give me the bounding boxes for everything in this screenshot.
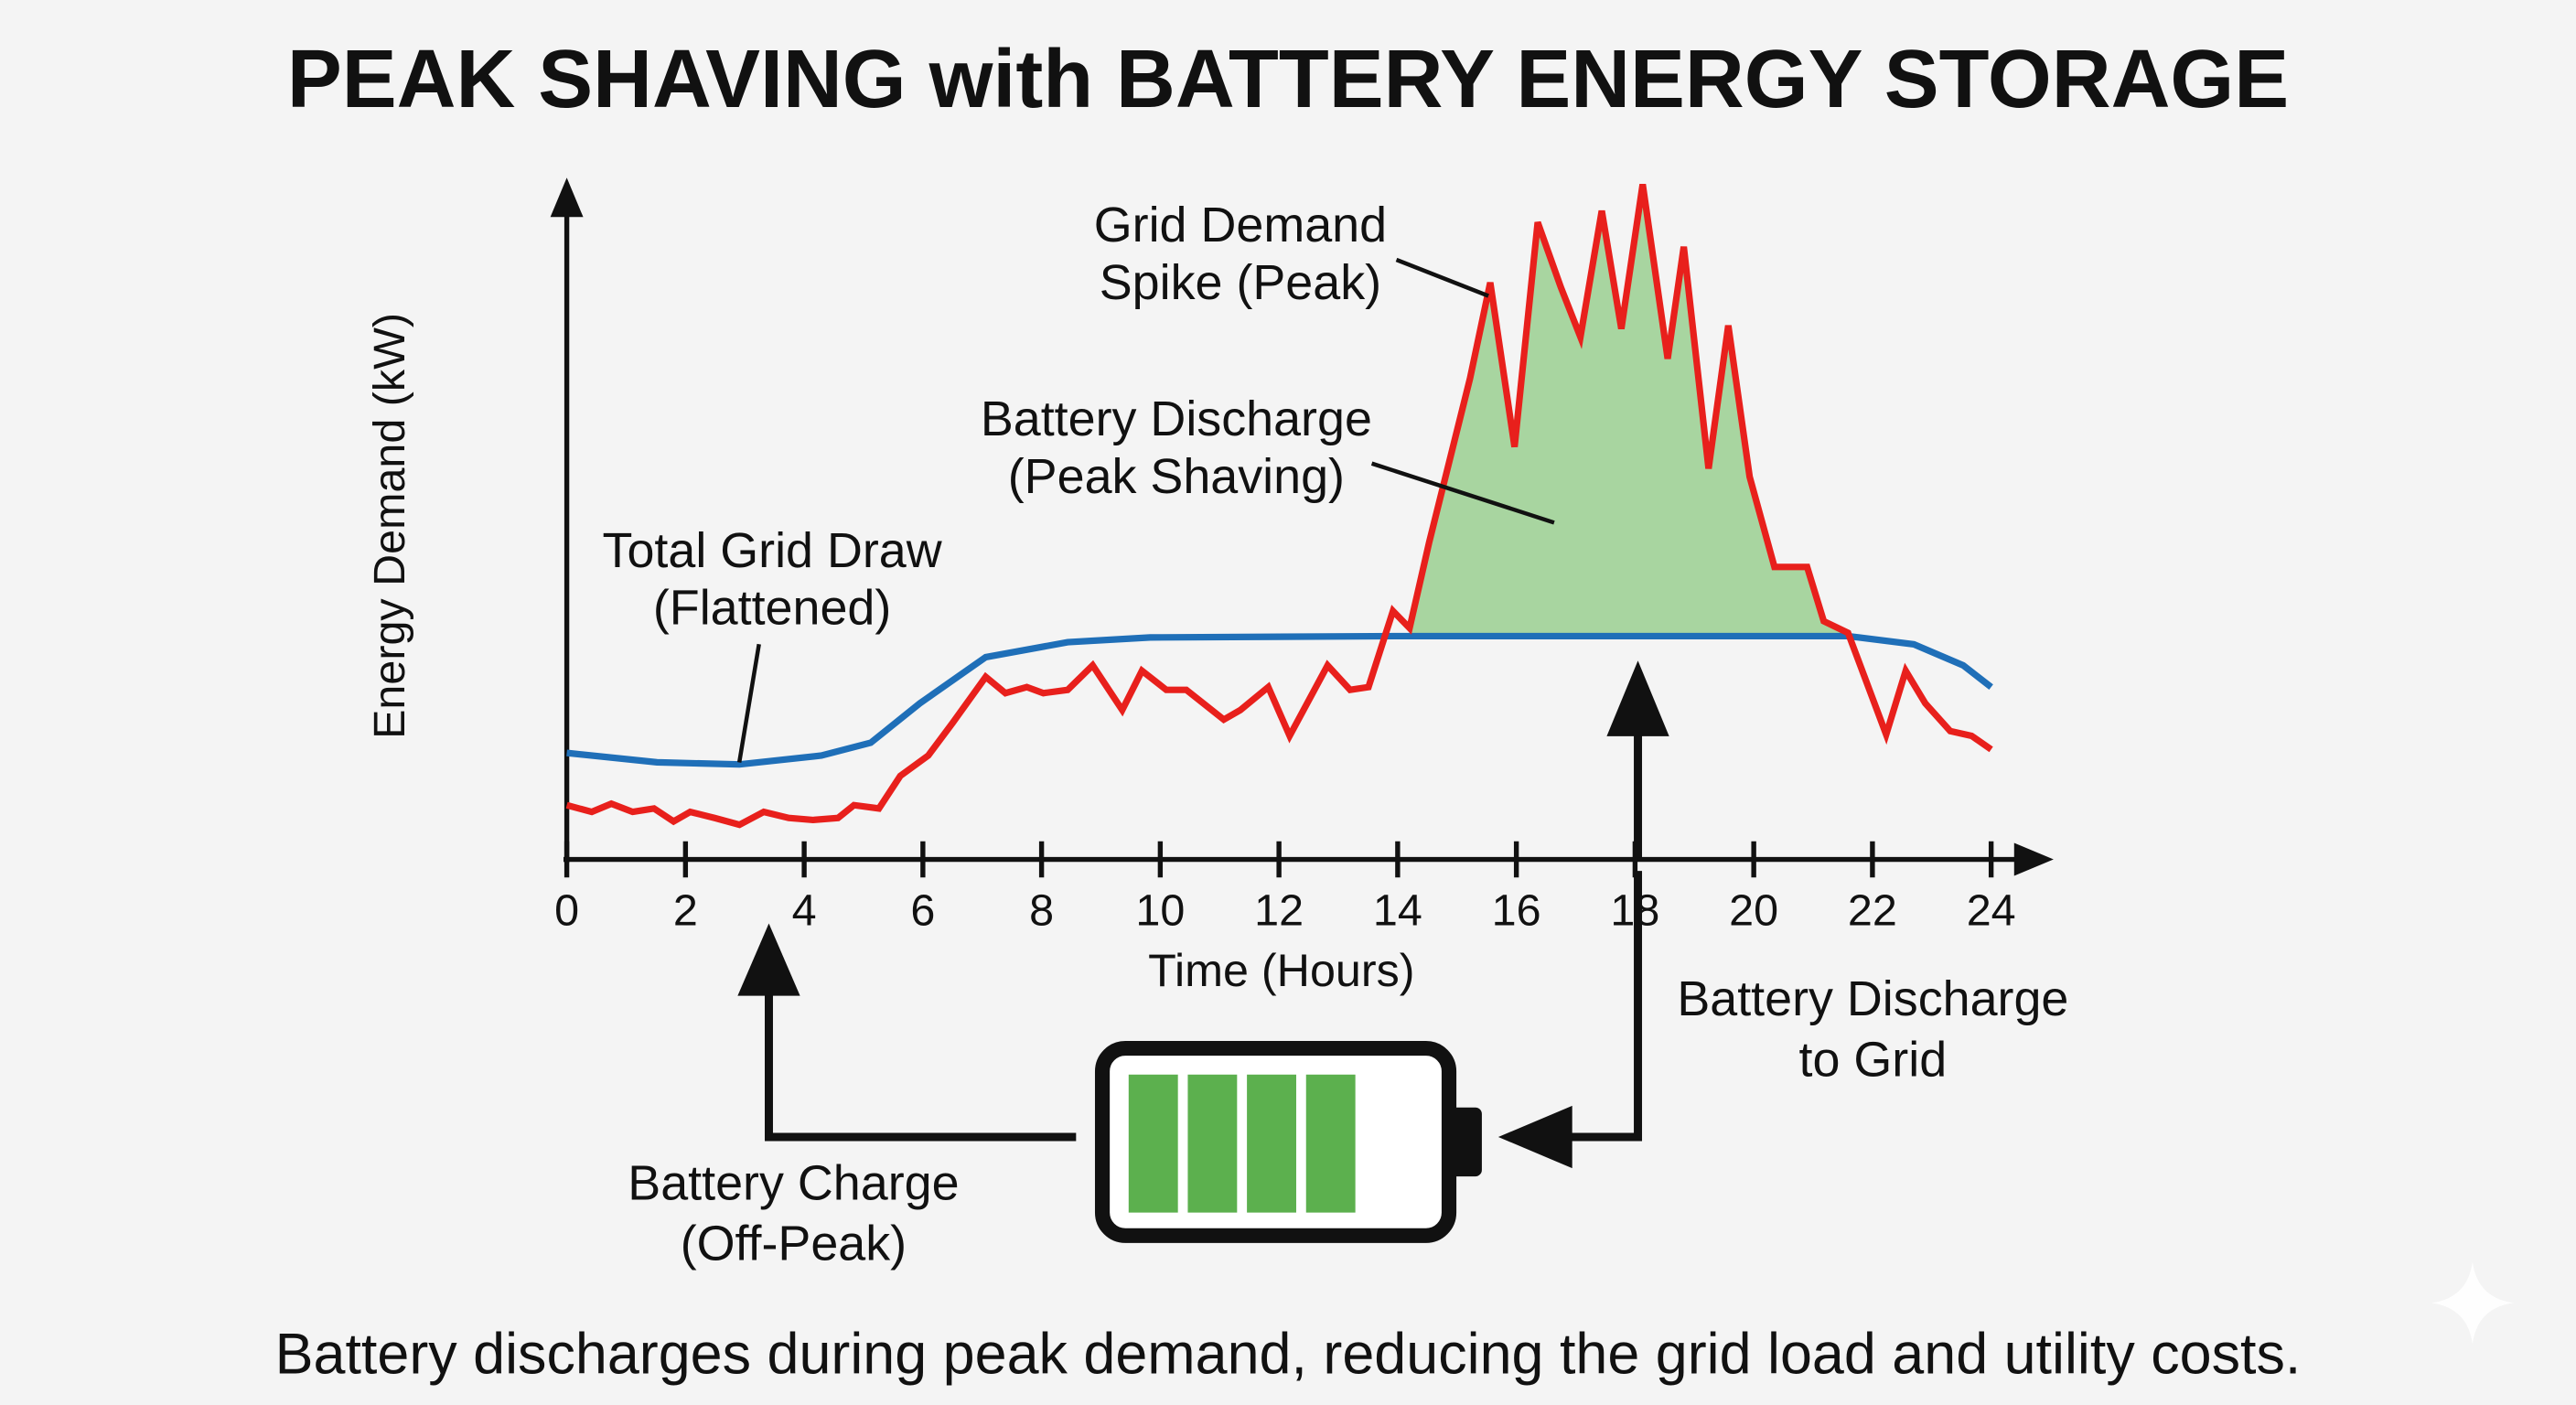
annotation-flattened-line1: Total Grid Draw <box>603 523 943 578</box>
discharge-to-grid-connector <box>1497 871 1643 1169</box>
battery-charge-bar <box>1247 1074 1296 1213</box>
x-tick-label: 0 <box>554 885 579 935</box>
x-tick-label: 8 <box>1029 885 1054 935</box>
discharge-arrow-up <box>1606 660 1669 858</box>
x-tick-label: 16 <box>1492 885 1541 935</box>
y-axis-label: Energy Demand (kW) <box>365 313 414 739</box>
footer-caption: Battery discharges during peak demand, r… <box>275 1323 2302 1387</box>
battery-terminal <box>1449 1107 1482 1177</box>
arrow-left-icon <box>1497 1105 1572 1169</box>
annotation-discharge-line2: (Peak Shaving) <box>1008 449 1345 504</box>
annotation-discharge-grid-line2: to Grid <box>1799 1033 1948 1088</box>
battery-charge-bar <box>1305 1074 1356 1213</box>
series-line-total-grid-draw <box>566 632 1993 768</box>
x-tick-label: 24 <box>1967 885 2016 935</box>
chart-title: PEAK SHAVING with BATTERY ENERGY STORAGE <box>287 34 2289 125</box>
annotation-discharge-grid-line1: Battery Discharge <box>1677 971 2068 1026</box>
annotation-spike: Grid Demand Spike (Peak) <box>1094 198 1489 310</box>
sparkle-icon <box>2431 1261 2514 1345</box>
battery-icon <box>1094 1040 1482 1243</box>
annotation-charge-line1: Battery Charge <box>628 1155 959 1210</box>
arrow-up-icon <box>1606 660 1669 736</box>
x-axis <box>564 842 2054 876</box>
x-axis-label: Time (Hours) <box>1148 944 1414 996</box>
annotation-spike-line1: Grid Demand <box>1094 198 1387 252</box>
peak-shaving-area <box>1409 184 1849 637</box>
battery-charge-bar <box>1187 1074 1238 1213</box>
x-tick-label: 12 <box>1254 885 1304 935</box>
x-tick-label: 4 <box>792 885 817 935</box>
annotation-flattened: Total Grid Draw (Flattened) <box>603 523 943 763</box>
annotation-flattened-line2: (Flattened) <box>653 581 891 636</box>
arrow-up-icon <box>737 923 800 996</box>
annotation-discharge-line1: Battery Discharge <box>981 391 1372 446</box>
x-axis-arrow-icon <box>2013 842 2054 876</box>
x-tick-label: 10 <box>1135 885 1185 935</box>
x-tick-label: 6 <box>910 885 935 935</box>
annotation-charge-line2: (Off-Peak) <box>681 1217 907 1271</box>
battery-charge-bar <box>1128 1074 1178 1213</box>
x-tick-label: 20 <box>1729 885 1778 935</box>
charge-arrow <box>737 923 1077 1142</box>
annotation-spike-line2: Spike (Peak) <box>1100 255 1381 310</box>
annotation-discharge-area: Battery Discharge (Peak Shaving) <box>981 391 1555 525</box>
y-axis-arrow-icon <box>550 177 584 218</box>
x-tick-label: 2 <box>673 885 698 935</box>
x-tick-label: 22 <box>1848 885 1897 935</box>
x-tick-label: 14 <box>1373 885 1422 935</box>
series-line-grid-demand <box>565 184 1993 829</box>
